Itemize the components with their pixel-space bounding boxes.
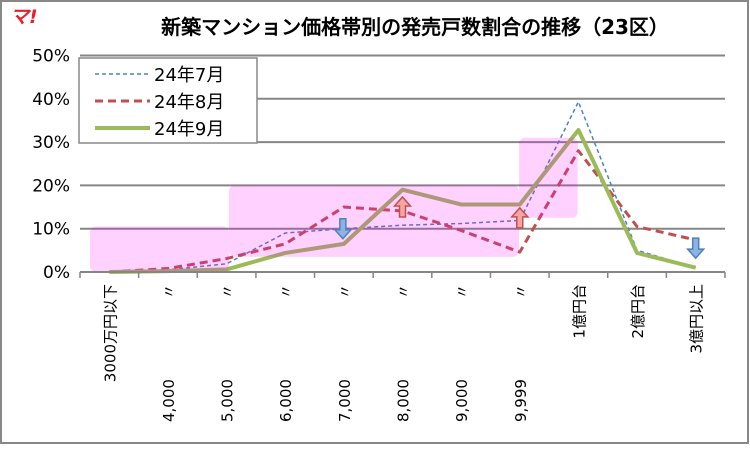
highlight-band bbox=[229, 185, 519, 256]
y-tick-label: 20% bbox=[32, 176, 70, 196]
x-tick-label: 1億円台 bbox=[570, 284, 588, 339]
legend-label: 24年7月 bbox=[154, 65, 224, 86]
ditto-mark: 〃 bbox=[395, 284, 413, 299]
y-tick-label: 10% bbox=[32, 220, 70, 240]
x-tick-label: 2億円台 bbox=[629, 284, 647, 339]
x-tick-label: 8,000 bbox=[395, 379, 413, 422]
x-tick-label: 6,000 bbox=[277, 379, 295, 422]
legend-label: 24年9月 bbox=[154, 119, 224, 140]
ditto-mark: 〃 bbox=[160, 284, 178, 299]
ditto-mark: 〃 bbox=[512, 284, 530, 299]
chart-title: 新築マンション価格帯別の発売戸数割合の推移（23区） bbox=[161, 15, 669, 39]
x-tick-label: 3億円以上 bbox=[688, 284, 706, 354]
x-tick-label: 5,000 bbox=[219, 379, 237, 422]
highlight-band bbox=[90, 227, 229, 272]
ditto-mark: 〃 bbox=[277, 284, 295, 299]
ditto-mark: 〃 bbox=[219, 284, 237, 299]
x-tick-label: 4,000 bbox=[160, 379, 178, 422]
y-tick-label: 40% bbox=[32, 90, 70, 110]
y-tick-label: 50% bbox=[32, 47, 70, 67]
y-tick-label: 30% bbox=[32, 133, 70, 153]
legend-label: 24年8月 bbox=[154, 92, 224, 113]
legend: 24年7月 24年8月 24年9月 bbox=[79, 58, 257, 143]
x-tick-label: 7,000 bbox=[336, 379, 354, 422]
highlight-band bbox=[519, 138, 578, 218]
logo: マ! bbox=[10, 6, 38, 28]
x-tick-label: 3000万円以下 bbox=[101, 284, 119, 382]
y-tick-label: 0% bbox=[43, 263, 70, 283]
x-tick-label: 9,999 bbox=[512, 379, 530, 422]
ditto-mark: 〃 bbox=[336, 284, 354, 299]
x-tick-label: 9,000 bbox=[453, 379, 471, 422]
ditto-mark: 〃 bbox=[453, 284, 471, 299]
